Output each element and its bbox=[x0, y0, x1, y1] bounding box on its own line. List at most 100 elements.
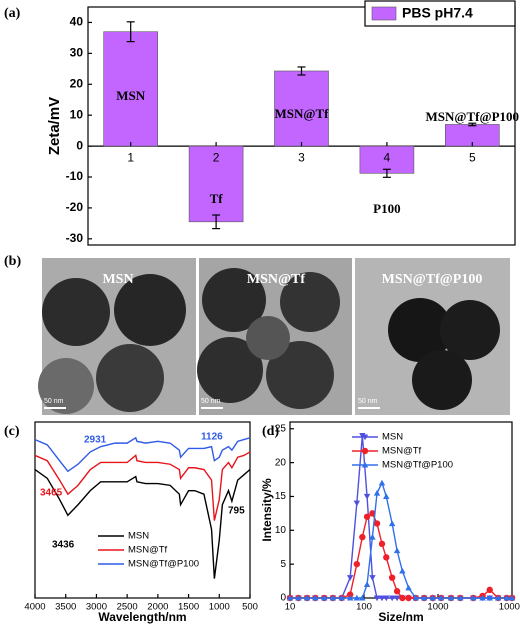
marker bbox=[321, 594, 328, 601]
x-tick-label: 10 bbox=[285, 602, 296, 613]
marker bbox=[361, 461, 369, 468]
micrograph-label: MSN bbox=[102, 272, 133, 287]
marker bbox=[369, 575, 376, 581]
marker bbox=[369, 510, 376, 517]
plot-frame bbox=[87, 6, 516, 246]
y-tick-label: -30 bbox=[66, 231, 84, 245]
marker bbox=[378, 595, 386, 602]
x-axis-label: Wavelength/nm bbox=[98, 610, 186, 624]
marker bbox=[286, 594, 294, 601]
marker bbox=[373, 489, 381, 496]
x-tick-label: 4 bbox=[384, 150, 391, 164]
particle bbox=[202, 268, 266, 332]
series-line bbox=[34, 436, 251, 473]
x-tick-label: 3000 bbox=[86, 602, 107, 613]
legend-swatch bbox=[371, 6, 397, 21]
y-tick-label: 0 bbox=[280, 593, 286, 604]
marker bbox=[393, 547, 401, 554]
legend-label: MSN@Tf bbox=[128, 545, 168, 556]
y-axis-label: Intensity/% bbox=[260, 478, 274, 542]
marker bbox=[359, 594, 366, 601]
marker bbox=[329, 594, 337, 601]
marker bbox=[338, 594, 345, 601]
marker bbox=[353, 560, 361, 568]
annotation: 2931 bbox=[84, 435, 107, 446]
scale-label: 50 nm bbox=[358, 398, 378, 405]
bar-label: Tf bbox=[210, 191, 224, 206]
particle bbox=[96, 344, 164, 412]
particle bbox=[412, 350, 472, 410]
marker bbox=[447, 594, 455, 601]
marker bbox=[378, 479, 386, 486]
marker bbox=[412, 594, 419, 601]
marker bbox=[363, 513, 371, 520]
marker bbox=[399, 594, 406, 602]
marker bbox=[363, 493, 371, 500]
y-tick-label: 25 bbox=[275, 423, 287, 434]
series-line bbox=[290, 481, 512, 599]
x-tick-label: 100 bbox=[356, 602, 372, 613]
marker bbox=[312, 594, 319, 601]
panel-label: (a) bbox=[4, 6, 21, 21]
micrographs: MSN MSN@Tf MSN@Tf@P100 50 nm 50 nm 50 nm… bbox=[4, 254, 510, 415]
marker bbox=[346, 591, 354, 598]
annotation: 1126 bbox=[201, 432, 223, 443]
bar-label: MSN@Tf@P100 bbox=[426, 109, 520, 124]
x-tick-label: 1500 bbox=[178, 602, 199, 613]
particle bbox=[440, 300, 500, 360]
x-axis-label: Size/nm bbox=[378, 610, 423, 624]
bar-label: MSN bbox=[116, 88, 146, 103]
x-tick-label: 3 bbox=[298, 150, 305, 164]
y-tick-label: 5 bbox=[280, 559, 286, 570]
marker bbox=[494, 594, 502, 601]
legend-label: PBS pH7.4 bbox=[402, 5, 473, 21]
y-tick-label: 15 bbox=[275, 491, 287, 502]
y-tick-label: -20 bbox=[66, 200, 84, 214]
marker bbox=[399, 567, 406, 574]
bar bbox=[188, 145, 244, 223]
marker bbox=[346, 575, 354, 581]
marker bbox=[388, 574, 396, 581]
annotation: 795 bbox=[228, 506, 245, 517]
x-tick-label: 500 bbox=[242, 602, 258, 613]
particle bbox=[388, 298, 452, 362]
marker bbox=[295, 594, 302, 601]
y-axis-label: Zeta/mV bbox=[46, 97, 63, 155]
y-tick-label: -10 bbox=[66, 169, 84, 183]
series-line bbox=[34, 451, 251, 521]
y-tick-label: 10 bbox=[275, 525, 287, 536]
x-tick-label: 2500 bbox=[117, 602, 138, 613]
particle bbox=[266, 341, 334, 409]
bar-label: P100 bbox=[373, 201, 400, 216]
particle bbox=[280, 272, 340, 332]
marker bbox=[373, 520, 381, 527]
y-tick-label: 40 bbox=[70, 15, 84, 29]
x-tick-label: 3500 bbox=[55, 602, 76, 613]
scale-bar bbox=[358, 407, 380, 409]
y-tick-label: 20 bbox=[275, 457, 287, 468]
marker bbox=[303, 594, 311, 601]
particle bbox=[246, 316, 290, 360]
x-tick-label: 2000 bbox=[147, 602, 168, 613]
scale-label: 50 nm bbox=[201, 398, 221, 405]
bar bbox=[274, 70, 329, 147]
x-tick-label: 5 bbox=[469, 150, 476, 164]
series-line bbox=[290, 512, 512, 599]
marker bbox=[405, 584, 412, 591]
marker bbox=[486, 586, 493, 594]
marker bbox=[457, 594, 464, 601]
marker bbox=[383, 493, 390, 500]
y-tick-label: 30 bbox=[70, 46, 84, 60]
marker bbox=[503, 594, 510, 601]
series-line bbox=[34, 468, 251, 579]
marker bbox=[378, 540, 386, 548]
bar-label: MSN@Tf bbox=[275, 106, 330, 121]
particle bbox=[42, 278, 110, 346]
marker bbox=[486, 594, 493, 601]
x-tick-label: 1 bbox=[127, 150, 134, 164]
micrograph-label: MSN@Tf@P100 bbox=[382, 272, 483, 287]
marker bbox=[479, 594, 486, 601]
marker bbox=[359, 432, 366, 439]
